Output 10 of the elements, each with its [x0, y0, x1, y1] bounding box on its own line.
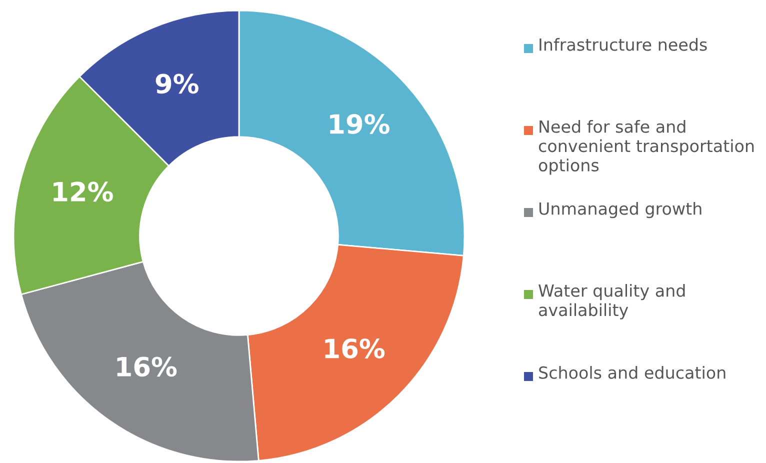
data-label: 16% — [325, 338, 385, 358]
data-label: 19% — [330, 114, 390, 134]
data-label: 16% — [117, 356, 177, 377]
data-label: 9% — [156, 74, 198, 94]
legend-label: Unmanaged growth — [539, 202, 702, 218]
legend-label: Need for safe and convenient transportation options — [538, 120, 754, 175]
legend-label: Infrastructure needs — [540, 38, 707, 51]
data-label: 12% — [54, 182, 113, 202]
legend-label: Schools and education — [539, 366, 726, 379]
legend-label: Water quality and availability — [538, 284, 685, 320]
